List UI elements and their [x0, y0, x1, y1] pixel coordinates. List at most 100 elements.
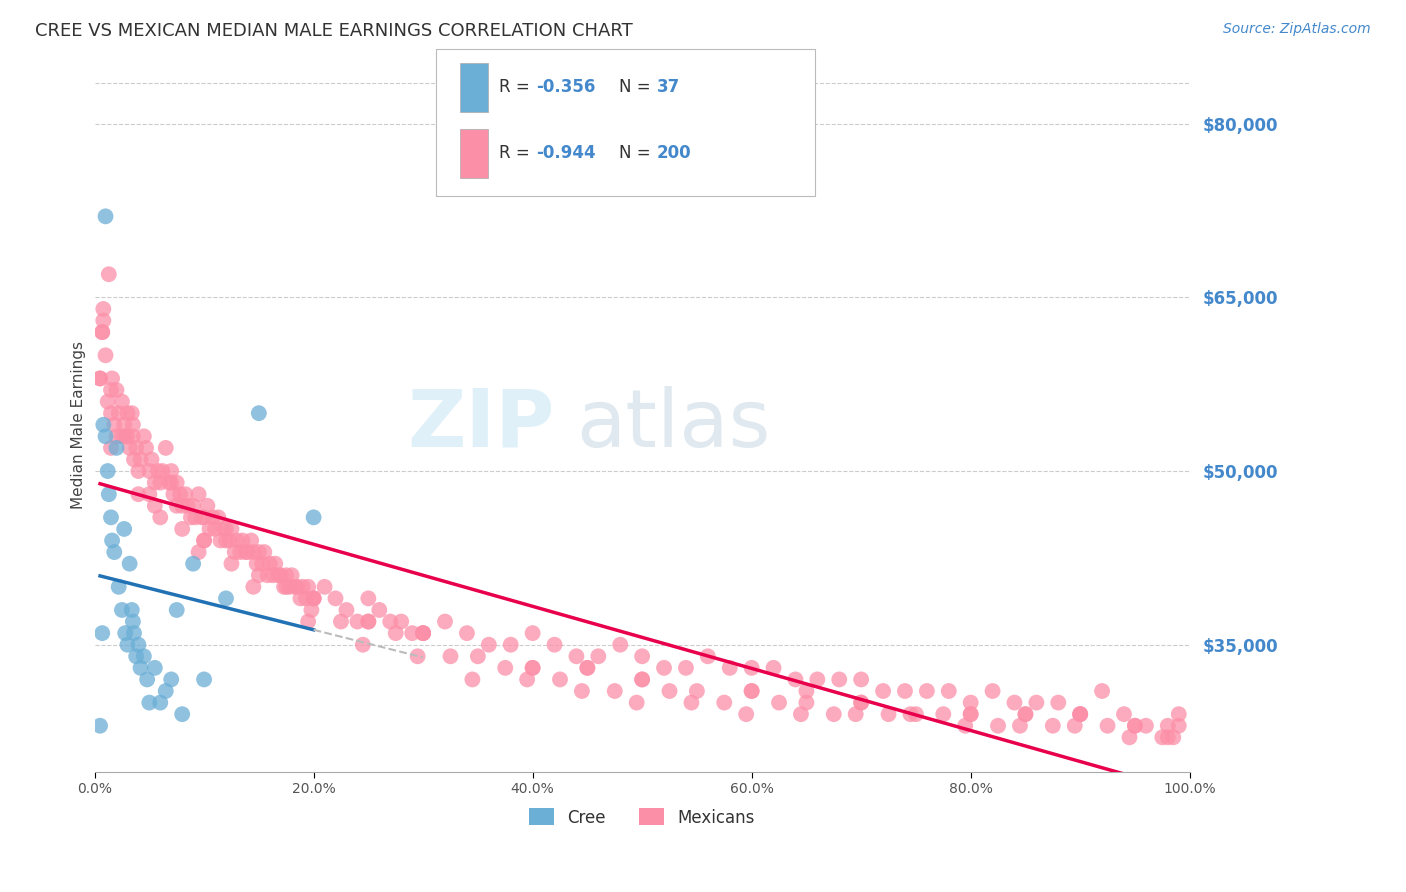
Point	[135, 441, 157, 455]
Point	[141, 452, 163, 467]
Point	[212, 522, 235, 536]
Point	[280, 568, 302, 582]
Point	[122, 452, 145, 467]
Point	[1123, 719, 1146, 733]
Point	[100, 383, 122, 397]
Text: R =: R =	[499, 145, 536, 162]
Point	[107, 580, 129, 594]
Point	[125, 441, 148, 455]
Point	[143, 475, 166, 490]
Point	[129, 452, 152, 467]
Point	[335, 603, 357, 617]
Point	[290, 591, 312, 606]
Point	[299, 603, 322, 617]
Point	[166, 603, 188, 617]
Point	[193, 673, 215, 687]
Text: 200: 200	[657, 145, 692, 162]
Point	[118, 557, 141, 571]
Point	[548, 673, 571, 687]
Point	[117, 429, 139, 443]
Point	[204, 522, 226, 536]
Point	[953, 719, 976, 733]
Point	[1091, 684, 1114, 698]
Point	[138, 696, 160, 710]
Point	[187, 487, 209, 501]
Point	[894, 684, 917, 698]
Point	[412, 626, 434, 640]
Point	[111, 603, 134, 617]
Point	[522, 661, 544, 675]
Point	[218, 533, 240, 548]
Point	[626, 696, 648, 710]
Point	[117, 406, 139, 420]
Text: ZIP: ZIP	[408, 385, 554, 464]
Point	[94, 429, 117, 443]
Point	[297, 615, 319, 629]
Point	[118, 441, 141, 455]
Point	[152, 464, 174, 478]
Point	[1123, 719, 1146, 733]
Point	[785, 673, 807, 687]
Point	[112, 522, 135, 536]
Point	[132, 429, 155, 443]
Point	[790, 707, 813, 722]
Point	[1014, 707, 1036, 722]
Point	[111, 394, 134, 409]
Point	[226, 533, 249, 548]
Point	[346, 615, 368, 629]
Point	[330, 615, 353, 629]
Point	[162, 487, 184, 501]
Point	[224, 545, 246, 559]
Point	[94, 210, 117, 224]
Point	[247, 568, 270, 582]
Point	[357, 615, 380, 629]
Point	[172, 522, 194, 536]
Point	[516, 673, 538, 687]
Point	[741, 684, 763, 698]
Point	[959, 707, 981, 722]
Point	[155, 684, 177, 698]
Point	[302, 510, 325, 524]
Point	[127, 464, 149, 478]
Point	[735, 707, 758, 722]
Point	[195, 499, 218, 513]
Point	[845, 707, 868, 722]
Text: N =: N =	[619, 78, 655, 96]
Point	[122, 615, 145, 629]
Point	[631, 673, 654, 687]
Point	[357, 591, 380, 606]
Point	[1047, 696, 1070, 710]
Point	[89, 371, 111, 385]
Point	[235, 545, 257, 559]
Point	[138, 464, 160, 478]
Point	[467, 649, 489, 664]
Point	[181, 499, 204, 513]
Point	[1025, 696, 1047, 710]
Point	[97, 394, 120, 409]
Point	[1161, 731, 1184, 745]
Point	[1008, 719, 1031, 733]
Point	[129, 661, 152, 675]
Point	[412, 626, 434, 640]
Point	[285, 580, 308, 594]
Point	[494, 661, 516, 675]
Point	[117, 638, 139, 652]
Point	[240, 533, 263, 548]
Point	[284, 580, 307, 594]
Point	[242, 545, 264, 559]
Point	[201, 510, 224, 524]
Point	[259, 557, 281, 571]
Point	[609, 638, 631, 652]
Point	[160, 673, 183, 687]
Point	[97, 267, 120, 281]
Point	[384, 626, 406, 640]
Point	[1135, 719, 1157, 733]
Point	[160, 475, 183, 490]
Point	[91, 301, 114, 316]
Point	[242, 580, 264, 594]
Point	[253, 545, 276, 559]
Point	[401, 626, 423, 640]
Point	[184, 510, 207, 524]
Point	[193, 533, 215, 548]
Text: -0.944: -0.944	[536, 145, 595, 162]
